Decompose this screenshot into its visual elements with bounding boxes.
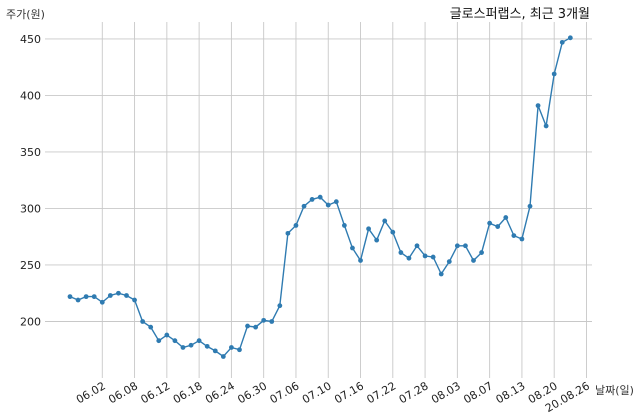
price-point bbox=[261, 317, 267, 323]
price-point bbox=[140, 319, 146, 324]
price-point bbox=[487, 220, 493, 226]
price-point bbox=[551, 71, 557, 77]
y-tick-label: 350 bbox=[20, 146, 41, 159]
x-axis-title: 날짜(일) bbox=[595, 383, 634, 397]
price-point bbox=[511, 233, 517, 239]
price-point bbox=[317, 194, 323, 200]
price-point bbox=[253, 324, 259, 330]
price-point bbox=[503, 215, 509, 220]
price-point bbox=[341, 223, 347, 228]
price-point bbox=[350, 245, 355, 251]
price-point bbox=[180, 345, 186, 350]
price-point bbox=[293, 223, 299, 228]
x-tick-label: 06.30 bbox=[235, 379, 269, 406]
x-tick-label: 07.22 bbox=[365, 379, 399, 406]
price-point bbox=[245, 323, 250, 329]
price-point bbox=[454, 243, 460, 249]
price-point bbox=[414, 243, 420, 249]
price-point bbox=[374, 237, 380, 243]
y-tick-label: 300 bbox=[20, 202, 41, 215]
price-point bbox=[333, 199, 339, 205]
price-point bbox=[91, 294, 97, 300]
x-tick-label: 06.18 bbox=[171, 379, 205, 406]
price-point bbox=[188, 342, 194, 348]
price-point bbox=[67, 294, 73, 300]
x-tick-label: 06.08 bbox=[106, 379, 140, 406]
price-point bbox=[358, 258, 363, 263]
price-point bbox=[124, 293, 129, 298]
price-point bbox=[567, 35, 573, 41]
price-point bbox=[172, 338, 178, 344]
price-point bbox=[463, 243, 468, 249]
x-tick-label: 08.07 bbox=[461, 379, 495, 406]
price-point bbox=[471, 258, 476, 263]
x-gridlines bbox=[101, 22, 587, 378]
x-tick-label: 08.03 bbox=[429, 379, 463, 406]
price-point bbox=[164, 332, 170, 338]
price-point bbox=[559, 39, 565, 45]
price-point bbox=[382, 218, 388, 224]
price-point bbox=[116, 290, 121, 296]
price-point bbox=[495, 224, 501, 229]
x-tick-label: 07.16 bbox=[332, 379, 366, 406]
y-tick-labels: 200 250 300 350 400 450 bbox=[20, 33, 41, 329]
price-point bbox=[430, 254, 436, 260]
price-point bbox=[422, 253, 428, 259]
price-point bbox=[398, 250, 404, 255]
price-point bbox=[229, 345, 234, 350]
x-tick-label: 07.28 bbox=[397, 379, 431, 406]
x-tick-label: 06.24 bbox=[203, 379, 237, 406]
x-tick-label: 06.02 bbox=[74, 379, 108, 406]
y-tick-label: 250 bbox=[20, 259, 41, 272]
price-point bbox=[212, 348, 218, 354]
x-tick-label: 07.06 bbox=[268, 379, 302, 406]
chart-title: 글로스퍼랩스, 최근 3개월 bbox=[450, 7, 590, 22]
x-tick-label: 07.10 bbox=[300, 379, 334, 406]
price-point bbox=[406, 255, 412, 261]
price-point bbox=[519, 236, 525, 242]
price-point bbox=[196, 338, 202, 344]
price-point bbox=[479, 250, 484, 255]
y-tick-label: 200 bbox=[20, 315, 41, 328]
price-point bbox=[285, 230, 291, 236]
price-point bbox=[390, 229, 396, 235]
y-axis-title: 주가(원) bbox=[6, 8, 45, 21]
price-point bbox=[83, 294, 89, 300]
x-tick-labels: 06.0206.0806.1206.1806.2406.3007.0607.10… bbox=[74, 379, 592, 415]
price-point bbox=[277, 303, 283, 309]
price-point bbox=[366, 226, 371, 232]
price-point bbox=[535, 103, 541, 109]
y-gridlines bbox=[45, 38, 592, 322]
price-point bbox=[156, 338, 162, 344]
price-point bbox=[99, 299, 105, 305]
y-tick-label: 400 bbox=[20, 89, 41, 102]
price-point bbox=[309, 197, 315, 202]
price-point bbox=[325, 202, 331, 208]
price-point bbox=[527, 203, 533, 209]
x-tick-label: 08.13 bbox=[494, 379, 528, 406]
x-tick-label: 06.12 bbox=[139, 379, 173, 406]
price-point bbox=[132, 297, 137, 303]
price-point bbox=[75, 297, 81, 303]
price-point bbox=[438, 271, 444, 277]
price-point bbox=[204, 343, 210, 349]
price-point bbox=[148, 324, 154, 330]
price-point bbox=[107, 293, 113, 298]
y-tick-label: 450 bbox=[20, 33, 41, 46]
price-point bbox=[220, 354, 226, 359]
price-series bbox=[67, 35, 573, 359]
price-point bbox=[301, 203, 307, 209]
price-point bbox=[269, 319, 275, 324]
price-point bbox=[237, 347, 242, 353]
price-point bbox=[543, 123, 549, 129]
price-point bbox=[446, 259, 452, 264]
